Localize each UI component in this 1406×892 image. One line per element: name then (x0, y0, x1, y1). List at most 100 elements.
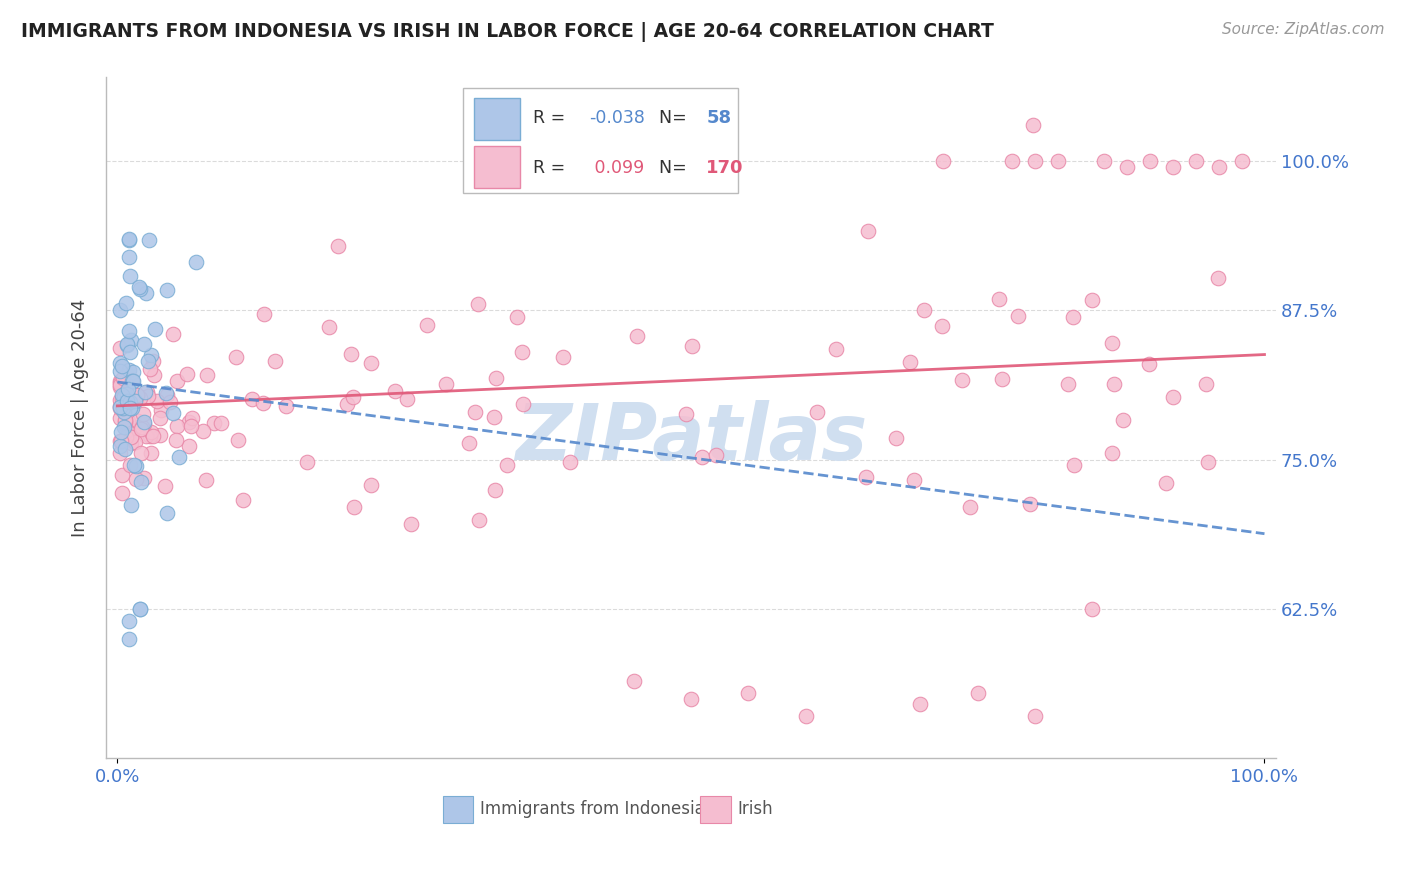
Point (1018, 497, 1040, 511)
Point (110, 400, 132, 414)
Point (122, 458, 145, 473)
Point (108, 302, 131, 317)
Point (932, 154, 955, 169)
Point (129, 282, 152, 296)
Point (124, 435, 146, 450)
Point (1021, 118, 1043, 132)
Point (134, 384, 156, 399)
Point (675, 407, 697, 421)
Point (110, 425, 132, 440)
Point (482, 409, 505, 424)
Text: 0.099: 0.099 (589, 159, 644, 177)
Point (195, 474, 218, 488)
Point (132, 416, 155, 430)
Text: ZIPatlas: ZIPatlas (515, 401, 868, 476)
Point (112, 405, 135, 419)
Point (858, 223, 880, 237)
Point (115, 295, 138, 310)
Point (166, 374, 188, 388)
Point (186, 255, 208, 269)
Point (177, 415, 200, 429)
Point (110, 401, 132, 416)
Point (114, 400, 136, 414)
Point (118, 232, 141, 246)
Point (1208, 271, 1230, 285)
Point (108, 410, 131, 425)
Point (692, 450, 714, 465)
Point (191, 424, 214, 438)
Point (202, 416, 225, 430)
Point (553, 351, 575, 365)
Point (120, 395, 142, 409)
Point (166, 418, 188, 433)
Point (111, 468, 134, 483)
Point (143, 322, 166, 336)
Point (155, 479, 177, 493)
Point (1063, 458, 1085, 472)
Point (180, 419, 202, 434)
Point (124, 393, 146, 408)
Point (129, 391, 152, 405)
Point (108, 392, 131, 407)
Point (125, 472, 148, 486)
Point (135, 429, 157, 443)
Point (117, 414, 139, 428)
Point (110, 434, 132, 449)
Point (108, 446, 131, 460)
Point (117, 387, 139, 401)
Point (159, 394, 181, 409)
Point (496, 458, 519, 472)
Y-axis label: In Labor Force | Age 20-64: In Labor Force | Age 20-64 (72, 299, 89, 537)
Point (111, 486, 134, 500)
Point (1111, 412, 1133, 426)
Point (139, 429, 162, 443)
Point (120, 333, 142, 347)
Point (458, 435, 481, 450)
Point (127, 414, 149, 428)
Point (169, 450, 191, 464)
Point (112, 390, 135, 404)
Point (510, 345, 533, 359)
Point (112, 370, 135, 384)
FancyBboxPatch shape (700, 796, 731, 823)
Point (118, 614, 141, 628)
FancyBboxPatch shape (443, 796, 474, 823)
Point (114, 430, 136, 444)
Point (226, 433, 249, 447)
Point (506, 310, 529, 324)
Point (903, 473, 925, 487)
Point (142, 429, 165, 443)
Point (1139, 154, 1161, 169)
Point (436, 376, 458, 391)
Point (120, 436, 142, 450)
Point (162, 406, 184, 420)
Point (1184, 154, 1206, 169)
Point (108, 364, 131, 378)
Point (326, 239, 349, 253)
Point (1161, 160, 1184, 174)
Text: IMMIGRANTS FROM INDONESIA VS IRISH IN LABOR FORCE | AGE 20-64 CORRELATION CHART: IMMIGRANTS FROM INDONESIA VS IRISH IN LA… (21, 22, 994, 42)
Point (1101, 446, 1123, 460)
Point (149, 428, 172, 442)
Text: 170: 170 (706, 159, 744, 177)
Point (1046, 154, 1069, 169)
Point (181, 411, 204, 425)
Point (121, 374, 143, 388)
Point (1101, 335, 1123, 350)
Point (342, 390, 364, 404)
Point (111, 359, 134, 374)
Point (176, 368, 198, 382)
Point (114, 442, 136, 456)
Point (120, 458, 142, 472)
Point (1001, 154, 1024, 169)
Point (112, 419, 135, 434)
Point (1081, 293, 1104, 307)
Point (343, 500, 366, 514)
Point (132, 408, 155, 422)
Point (1139, 358, 1161, 372)
Point (910, 698, 932, 712)
Point (125, 388, 148, 402)
Point (115, 338, 138, 352)
Point (156, 506, 179, 520)
Point (1208, 160, 1230, 174)
